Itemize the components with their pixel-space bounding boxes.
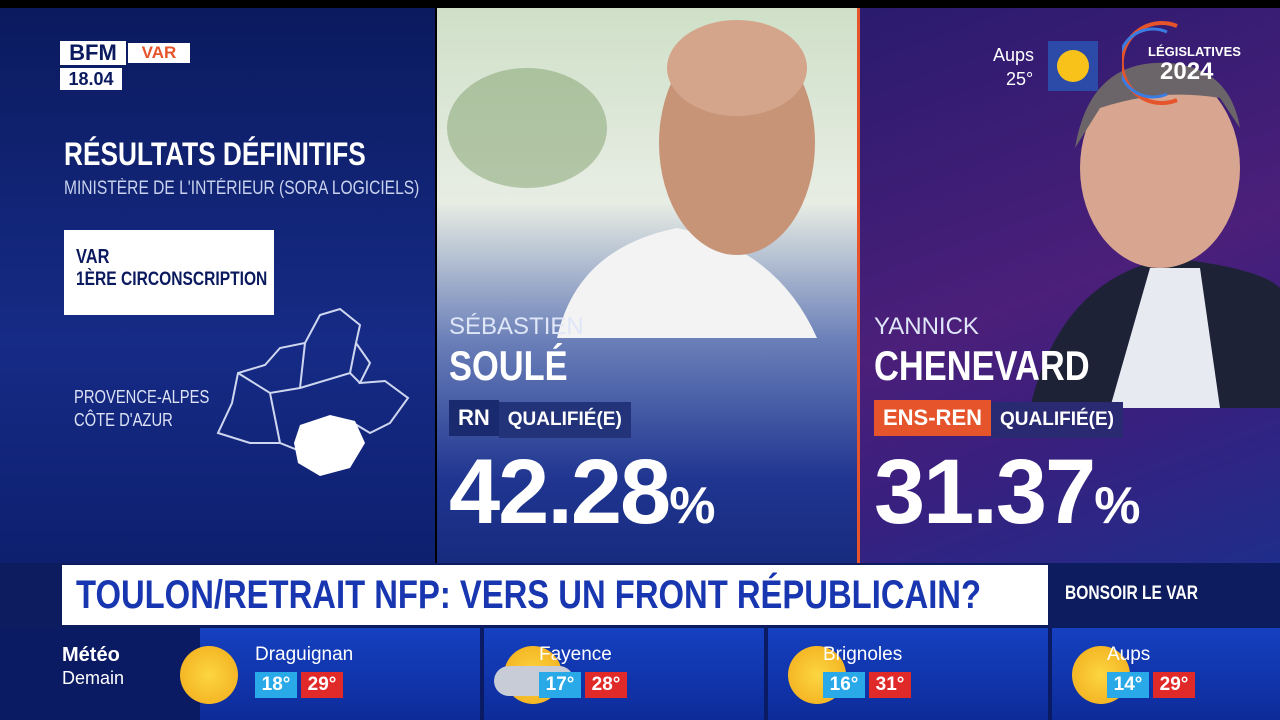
forecast-city: Brignoles 16° 31° [768,628,1048,720]
city-name: Fayence [539,644,612,665]
logo: BFM [60,41,126,65]
divider [857,8,860,563]
temps: 16° 31° [823,672,915,698]
temp-max: 28° [585,672,627,698]
forecast-city: Aups 14° 29° [1052,628,1280,720]
temp-min: 16° [823,672,865,698]
temps: 18° 29° [255,672,347,698]
forecast-label: Météo [62,644,120,666]
badge-ring [1122,21,1178,105]
forecast-sublabel: Demain [62,668,125,688]
percent: 31.37 [874,441,1096,543]
status: QUALIFIÉ(E) [498,402,631,438]
first-name: SÉBASTIEN [449,313,584,340]
ticker-band: TOULON/RETRAIT NFP: VERS UN FRONT RÉPUBL… [0,563,1280,628]
show-name: BONSOIR LE VAR [1065,583,1199,604]
region-map [216,307,410,476]
temps: 17° 28° [539,672,631,698]
district-box: VAR 1ÈRE CIRCONSCRIPTION [64,230,274,315]
badge-title: LÉGISLATIVES [1148,44,1241,59]
results-title: RÉSULTATS DÉFINITIFS [64,136,366,172]
sun-icon [1048,41,1098,91]
sun-icon [180,646,238,704]
channel: VAR [128,43,190,63]
temp-max: 31° [869,672,911,698]
last-name: SOULÉ [449,342,568,389]
info-panel: BFM VAR 18.04 RÉSULTATS DÉFINITIFS MINIS… [0,8,435,563]
first-name: YANNICK [874,313,979,340]
headline: TOULON/RETRAIT NFP: VERS UN FRONT RÉPUBL… [76,573,982,617]
percent-sign: % [1094,477,1141,535]
forecast-city: Fayence 17° 28° [484,628,764,720]
photo [1030,62,1280,408]
party: RN [449,400,499,436]
results-source: MINISTÈRE DE L'INTÉRIEUR (SORA LOGICIELS… [64,178,420,199]
time: 18.04 [60,68,122,90]
percent-sign: % [669,477,716,535]
region: PROVENCE-ALPES [74,387,210,407]
district-name: VAR [76,246,110,268]
status: QUALIFIÉ(E) [991,402,1124,438]
party: ENS-REN [874,400,992,436]
percent: 42.28 [449,441,671,543]
temp-max: 29° [1153,672,1195,698]
temp-min: 18° [255,672,297,698]
city-name: Aups [1107,644,1151,665]
district-number: 1ÈRE CIRCONSCRIPTION [76,269,268,290]
region: CÔTE D'AZUR [74,410,173,430]
forecast-city: Draguignan 18° 29° [180,628,480,720]
last-name: CHENEVARD [874,342,1090,389]
candidate-panel: SÉBASTIEN SOULÉ RN QUALIFIÉ(E) 42.28% [437,8,857,563]
photo [447,20,817,338]
weather-city: Aups [993,45,1035,65]
city-name: Draguignan [255,644,354,665]
city-name: Brignoles [823,644,903,665]
weather-temp: 25° [1006,69,1034,89]
temp-max: 29° [301,672,343,698]
badge-year: 2024 [1160,58,1214,85]
candidate-panel: Aups 25° LÉGISLATIVES 2024 YANNICK CHENE… [860,8,1280,563]
temps: 14° 29° [1107,672,1199,698]
temp-min: 17° [539,672,581,698]
temp-min: 14° [1107,672,1149,698]
